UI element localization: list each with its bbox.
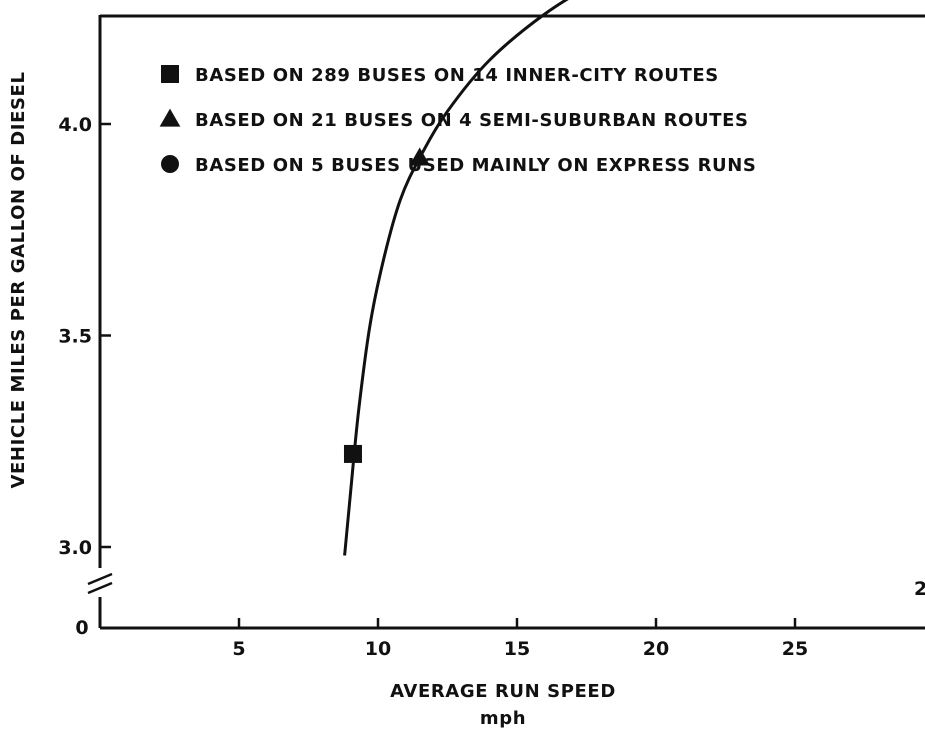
- legend-triangle-marker: [159, 108, 181, 127]
- legend-circle-marker: [161, 155, 179, 173]
- x-tick-label: 15: [504, 638, 530, 660]
- x-axis-label: AVERAGE RUN SPEED: [390, 681, 616, 702]
- legend-entry-label: BASED ON 5 BUSES USED MAINLY ON EXPRESS …: [195, 155, 756, 176]
- fit-curve: [343, 0, 569, 556]
- y-ticks: 3.03.54.04.55.05.5: [58, 114, 111, 559]
- x-tick-label: 25: [782, 638, 808, 660]
- y-axis-label: VEHICLE MILES PER GALLON OF DIESEL: [8, 71, 29, 488]
- axes: [87, 14, 925, 630]
- x-tick-label: 10: [365, 638, 391, 660]
- x-tick-label: 5: [232, 638, 245, 660]
- y-tick-label: 3.0: [58, 537, 92, 559]
- legend: BASED ON 289 BUSES ON 14 INNER-CITY ROUT…: [159, 65, 756, 176]
- square-data-point: [343, 444, 362, 463]
- axis-break-marks: [87, 572, 113, 595]
- edge-fragment-label: 2: [914, 578, 925, 600]
- y-tick-label: 4.0: [58, 114, 92, 136]
- x-tick-label: 20: [643, 638, 669, 660]
- legend-entry-label: BASED ON 21 BUSES ON 4 SEMI-SUBURBAN ROU…: [195, 110, 749, 131]
- data-points: [343, 147, 431, 463]
- triangle-data-point: [409, 147, 431, 166]
- legend-entry-label: BASED ON 289 BUSES ON 14 INNER-CITY ROUT…: [195, 65, 719, 86]
- legend-square-marker: [161, 65, 179, 83]
- x-ticks: 5 10 15 20 25: [232, 618, 808, 660]
- x-axis-unit: mph: [480, 708, 526, 729]
- y-tick-label: 3.5: [58, 326, 92, 348]
- y-origin-label: 0: [75, 617, 88, 639]
